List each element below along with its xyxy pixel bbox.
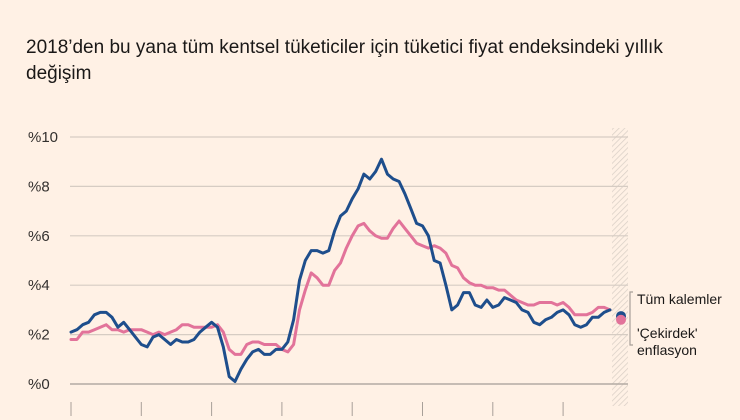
series-line-all-items	[69, 157, 612, 383]
series-marker-core	[616, 314, 626, 325]
y-tick-label: %6	[28, 228, 50, 245]
legend-label-all-items: Tüm kalemler	[637, 291, 722, 307]
y-tick-label: %4	[28, 277, 50, 294]
legend-bracket	[629, 291, 633, 346]
chart-title: 2018’den bu yana tüm kentsel tüketiciler…	[26, 37, 663, 84]
y-tick-label: %10	[28, 129, 58, 146]
legend-label-core-inflation: 'Çekirdek' enflasyon	[637, 325, 698, 358]
y-tick-label: %8	[28, 178, 50, 195]
hatched-region	[612, 128, 628, 406]
y-tick-label: %0	[28, 376, 50, 393]
series-line-core	[69, 219, 612, 356]
y-tick-label: %2	[28, 327, 50, 344]
